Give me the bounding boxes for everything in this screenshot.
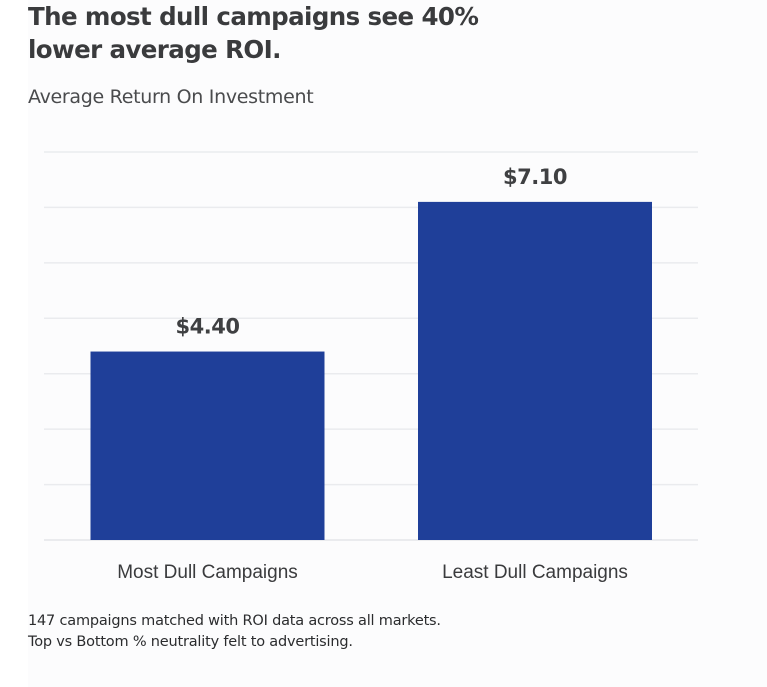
bar: [90, 351, 325, 540]
value-label: $7.10: [503, 165, 567, 189]
value-labels: $4.40 $7.10: [176, 165, 568, 339]
category-label: Most Dull Campaigns: [117, 562, 298, 583]
footnote: 147 campaigns matched with ROI data acro…: [28, 611, 441, 653]
chart-title-line-2: lower average ROI.: [28, 35, 281, 64]
chart-title-line-1: The most dull campaigns see 40%: [28, 2, 479, 31]
footnote-line-1: 147 campaigns matched with ROI data acro…: [28, 613, 441, 629]
category-label: Least Dull Campaigns: [442, 562, 628, 583]
chart-subtitle: Average Return On Investment: [28, 86, 314, 108]
footnote-line-2: Top vs Bottom % neutrality felt to adver…: [28, 634, 353, 650]
chart-title: The most dull campaigns see 40% lower av…: [28, 0, 588, 66]
category-labels: Most Dull Campaigns Least Dull Campaigns: [117, 562, 628, 583]
value-label: $4.40: [176, 315, 240, 339]
bar: [418, 201, 652, 540]
bars: [90, 201, 652, 540]
